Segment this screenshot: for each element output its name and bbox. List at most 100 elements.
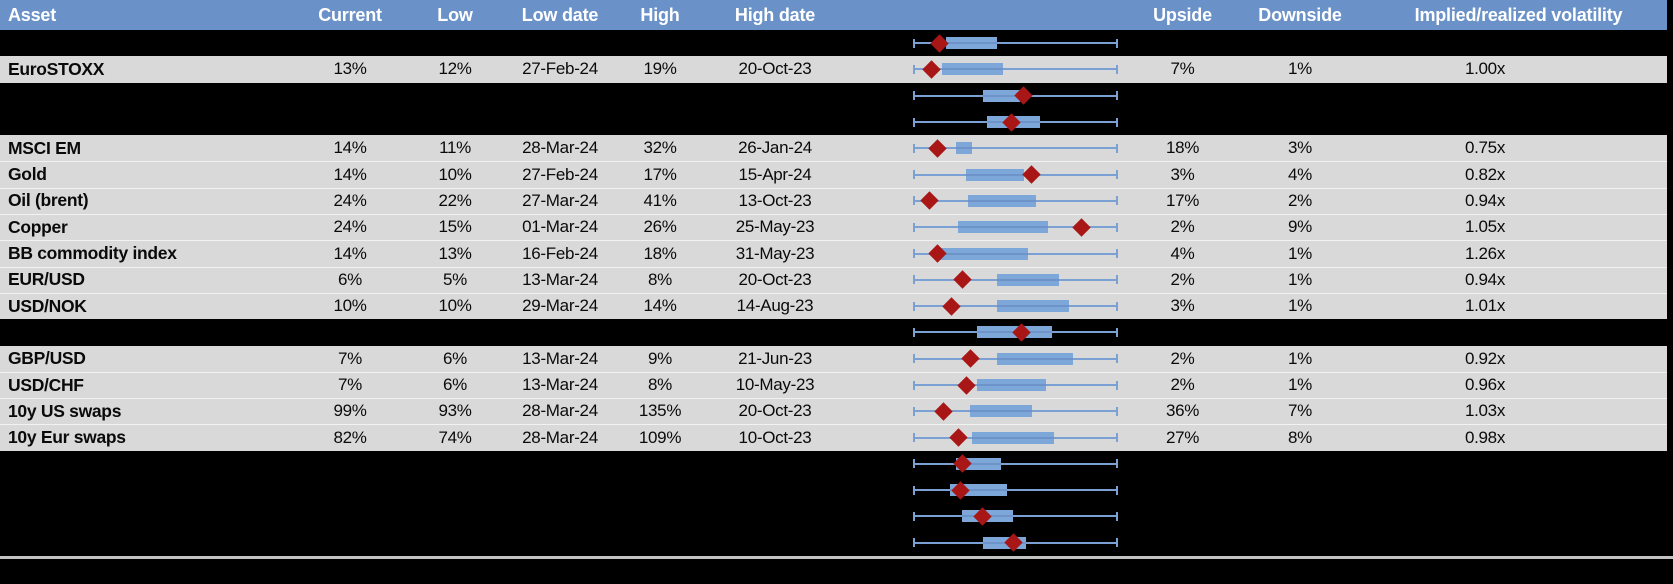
- cell-high: 8%: [648, 375, 672, 394]
- cell-current: 24%: [333, 190, 367, 210]
- cell-downside: [1230, 319, 1370, 345]
- whisker-cap-left: [913, 143, 915, 153]
- whisker-line: [913, 515, 1118, 518]
- cell-high-date: [700, 530, 850, 556]
- col-header-upside: Upside: [1153, 4, 1212, 25]
- box-range: [956, 142, 973, 155]
- cell-low: [410, 451, 500, 477]
- cell-high-date: 20-Oct-23: [738, 401, 812, 421]
- cell-low: 12%: [438, 59, 472, 79]
- boxplot: [913, 346, 1118, 372]
- boxplot-cell: [850, 424, 1135, 450]
- col-header-chart: [850, 0, 1135, 30]
- cell-low-date: [500, 319, 620, 345]
- cell-high: [620, 530, 700, 556]
- whisker-cap-left: [913, 485, 915, 495]
- whisker-cap-left: [913, 327, 915, 337]
- cell-implied: [1370, 530, 1600, 556]
- cell-implied: 1.03x: [1464, 401, 1506, 421]
- cell-high-date: 25-May-23: [735, 217, 815, 237]
- row-filler: [1600, 530, 1667, 556]
- cell-current: [290, 477, 410, 503]
- boxplot-cell: [850, 30, 1135, 56]
- row-filler: [1600, 161, 1667, 187]
- cell-upside: [1135, 109, 1230, 135]
- cell-current: 7%: [338, 348, 362, 368]
- cell-downside: 1%: [1288, 348, 1312, 368]
- cell-downside: 1%: [1288, 59, 1312, 79]
- box-range: [968, 194, 1036, 207]
- cell-upside: 36%: [1165, 401, 1200, 421]
- cell-implied: 0.82x: [1464, 164, 1506, 184]
- whisker-cap-left: [913, 196, 915, 206]
- box-range: [997, 300, 1069, 313]
- cell-downside: 4%: [1288, 164, 1312, 184]
- cell-low-date: 28-Mar-24: [522, 427, 598, 447]
- row-filler: [1600, 319, 1667, 345]
- cell-upside: 3%: [1170, 296, 1195, 316]
- cell-downside: 9%: [1288, 217, 1312, 237]
- whisker-cap-right: [1116, 143, 1118, 153]
- cell-low: 11%: [439, 138, 471, 158]
- row-filler: [1600, 188, 1667, 214]
- cell-low: [410, 530, 500, 556]
- spacer-row: [0, 529, 1667, 556]
- whisker-cap-left: [913, 301, 915, 311]
- box-median-line: [945, 42, 998, 45]
- whisker-cap-left: [913, 380, 915, 390]
- cell-upside: 4%: [1170, 243, 1195, 263]
- cell-low-date: 27-Mar-24: [522, 190, 598, 210]
- box-range: [972, 431, 1055, 444]
- cell-low: [410, 503, 500, 529]
- row-filler: [1600, 214, 1667, 240]
- spacer-row: [0, 450, 1667, 478]
- cell-current: 14%: [333, 243, 367, 263]
- col-header-implied: Implied/realized volatility: [1414, 4, 1623, 25]
- row-filler: [1600, 451, 1667, 477]
- row-filler: [1600, 30, 1667, 56]
- boxplot: [913, 503, 1118, 529]
- cell-implied: [1370, 451, 1600, 477]
- whisker-line: [913, 489, 1118, 492]
- cell-low-date: [500, 530, 620, 556]
- cell-low-date: 16-Feb-24: [522, 243, 598, 263]
- whisker-cap-left: [913, 433, 915, 443]
- cell-low-date: 01-Mar-24: [522, 217, 598, 237]
- cell-asset: EUR/USD: [8, 269, 85, 290]
- cell-high: [620, 477, 700, 503]
- box-median-line: [982, 541, 1026, 544]
- boxplot: [913, 109, 1118, 135]
- row-filler: [1600, 503, 1667, 529]
- col-header-asset: Asset: [8, 4, 57, 25]
- row-filler: [1600, 424, 1667, 450]
- cell-implied: 0.96x: [1464, 375, 1506, 394]
- current-marker-diamond-icon: [934, 402, 953, 421]
- boxplot: [913, 451, 1118, 477]
- cell-current: 82%: [333, 427, 367, 447]
- cell-asset: [0, 109, 290, 135]
- cell-low-date: [500, 451, 620, 477]
- cell-upside: 18%: [1165, 138, 1200, 158]
- boxplot: [913, 293, 1118, 319]
- box-median-line: [972, 436, 1055, 439]
- cell-high-date: [700, 477, 850, 503]
- cell-current: [290, 451, 410, 477]
- whisker-cap-left: [913, 64, 915, 74]
- cell-implied: 1.05x: [1464, 217, 1506, 237]
- cell-high: 9%: [648, 348, 672, 368]
- cell-implied: [1370, 503, 1600, 529]
- col-header-current: Current: [318, 4, 382, 25]
- spacer-row: [0, 477, 1667, 504]
- bottom-separator: [0, 555, 1673, 559]
- boxplot: [913, 135, 1118, 161]
- cell-high: 17%: [643, 164, 677, 184]
- cell-downside: [1230, 477, 1370, 503]
- cell-upside: [1135, 477, 1230, 503]
- box-median-line: [997, 278, 1059, 281]
- cell-high: 8%: [648, 269, 672, 289]
- boxplot-cell: [850, 135, 1135, 161]
- boxplot: [913, 214, 1118, 240]
- cell-low-date: [500, 30, 620, 56]
- boxplot: [913, 477, 1118, 503]
- cell-downside: 8%: [1288, 427, 1312, 447]
